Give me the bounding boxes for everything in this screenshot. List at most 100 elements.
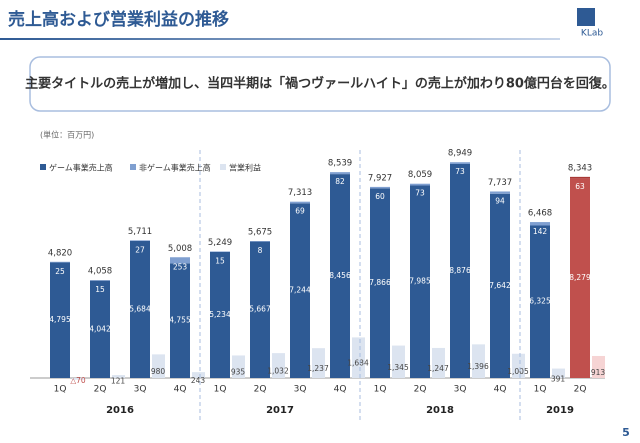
x-tick-label: 3Q [134,385,147,395]
total-label: 8,059 [408,170,432,180]
profit-bar [112,375,125,378]
year-label: 2019 [546,405,574,416]
bar-label: 8 [258,246,263,255]
bar-segment [410,185,430,378]
legend-label: 非ゲーム事業売上高 [139,163,211,173]
profit-bar [352,337,365,378]
bar-label: 4,795 [49,315,71,324]
bar-segment [410,183,430,186]
bar-label: 6,325 [529,297,551,306]
bar-segment [210,251,230,378]
profit-label: 121 [111,376,126,385]
total-label: 7,737 [488,178,512,188]
legend-swatch [40,164,46,170]
bar-label: 25 [55,267,65,276]
profit-bar [272,353,285,378]
bar-segment [50,262,70,378]
bar-label: 7,866 [369,278,391,287]
x-tick-label: 4Q [494,385,507,395]
total-label: 8,539 [328,159,352,169]
legend-swatch [130,164,136,170]
bar-segment [570,176,590,179]
bar-segment [530,225,550,378]
x-tick-label: 2Q [254,385,267,395]
profit-label: 1,396 [467,362,489,371]
total-label: 8,949 [448,149,472,159]
profit-label: 913 [591,368,606,377]
total-label: 5,711 [128,227,152,237]
x-tick-label: 4Q [334,385,347,395]
x-tick-label: 2Q [574,385,587,395]
profit-label: 1,237 [307,364,329,373]
bar-segment [90,280,110,281]
profit-label: △70 [70,376,86,385]
logo-text: KLab [581,29,603,39]
legend-label: 営業利益 [229,163,261,173]
bar-segment [330,172,350,175]
profit-bar [512,353,525,378]
bar-label: 8,456 [329,271,351,280]
profit-label: 1,005 [507,367,529,376]
profit-label: 1,247 [427,364,449,373]
total-label: 7,927 [368,173,392,183]
x-tick-label: 1Q [374,385,387,395]
profit-bar [72,378,85,380]
bar-segment [130,240,150,241]
x-tick-label: 3Q [454,385,467,395]
logo-icon [577,8,595,26]
total-label: 8,343 [568,163,592,173]
profit-label: 391 [551,374,566,383]
bar-segment [290,201,310,204]
bar-label: 7,244 [289,286,311,295]
bar-segment [570,178,590,378]
bar-segment [370,186,390,189]
bar-segment [90,280,110,378]
bar-segment [250,241,270,378]
bar-label: 15 [215,256,225,265]
total-label: 7,313 [288,188,312,198]
x-tick-label: 4Q [174,385,187,395]
total-label: 4,058 [88,267,112,277]
bar-label: 8,279 [569,273,591,282]
bar-label: 7,642 [489,281,511,290]
bar-label: 253 [173,262,188,271]
bar-segment [370,188,390,378]
bar-label: 15 [95,285,105,294]
profit-bar [552,368,565,378]
bar-segment [290,203,310,378]
bar-label: 60 [375,192,385,201]
x-tick-label: 3Q [294,385,307,395]
bar-segment [490,191,510,194]
page-number: 5 [622,426,630,439]
slide-title: 売上高および営業利益の推移 [8,9,229,30]
bar-segment [490,193,510,378]
x-tick-label: 1Q [534,385,547,395]
bar-segment [130,240,150,378]
x-tick-label: 2Q [414,385,427,395]
profit-bar [472,344,485,378]
bar-segment [450,163,470,378]
profit-bar [232,355,245,378]
total-label: 6,468 [528,209,552,219]
x-tick-label: 2Q [94,385,107,395]
profit-bar [312,348,325,378]
year-label: 2016 [106,405,134,416]
bar-label: 82 [335,177,345,186]
bar-label: 5,667 [249,305,271,314]
x-tick-label: 1Q [214,385,227,395]
bar-segment [530,222,550,226]
title-rule [0,38,560,40]
bar-segment [50,261,70,263]
profit-label: 1,345 [387,363,409,372]
bar-segment [450,162,470,164]
message: 主要タイトルの売上が増加し、当四半期は「禍つヴァールハイト」の売上が加わり80億… [25,76,615,92]
bar-label: 94 [495,196,505,205]
profit-bar [432,347,445,378]
total-label: 4,820 [48,248,72,258]
bar-label: 63 [575,182,585,191]
year-label: 2018 [426,405,454,416]
bar-segment [250,241,270,242]
bar-segment [170,263,190,378]
total-label: 5,675 [248,228,272,238]
